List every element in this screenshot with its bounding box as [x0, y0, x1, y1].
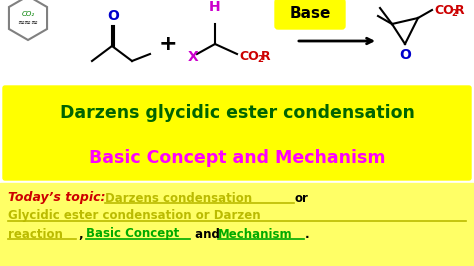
Text: +: + — [159, 34, 177, 54]
Text: CO₂: CO₂ — [21, 11, 35, 17]
Text: .: . — [305, 227, 310, 240]
Text: reaction: reaction — [8, 227, 63, 240]
Text: Darzens glycidic ester condensation: Darzens glycidic ester condensation — [60, 104, 414, 122]
Text: Basic Concept: Basic Concept — [86, 227, 179, 240]
Text: and: and — [191, 227, 224, 240]
Text: R: R — [261, 49, 271, 63]
Text: H: H — [209, 0, 221, 14]
Text: Basic Concept and Mechanism: Basic Concept and Mechanism — [89, 149, 385, 167]
Text: CO: CO — [239, 49, 259, 63]
Text: Darzens condensation: Darzens condensation — [105, 192, 256, 205]
Text: or: or — [295, 192, 309, 205]
Text: 2: 2 — [451, 9, 457, 18]
Text: X: X — [188, 50, 199, 64]
Text: O: O — [107, 9, 119, 23]
Text: Base: Base — [289, 6, 331, 22]
FancyBboxPatch shape — [0, 183, 474, 266]
Text: R: R — [455, 3, 465, 16]
Text: CO: CO — [434, 3, 454, 16]
Text: ,: , — [78, 227, 82, 240]
Text: 2: 2 — [257, 55, 263, 64]
FancyBboxPatch shape — [3, 86, 471, 180]
Text: Glycidic ester condensation or Darzen: Glycidic ester condensation or Darzen — [8, 210, 261, 222]
Text: Today’s topic:: Today’s topic: — [8, 192, 106, 205]
Text: Mechanism: Mechanism — [218, 227, 292, 240]
Text: ≈≈≈: ≈≈≈ — [18, 18, 38, 27]
Text: O: O — [399, 48, 411, 62]
FancyBboxPatch shape — [275, 0, 345, 29]
